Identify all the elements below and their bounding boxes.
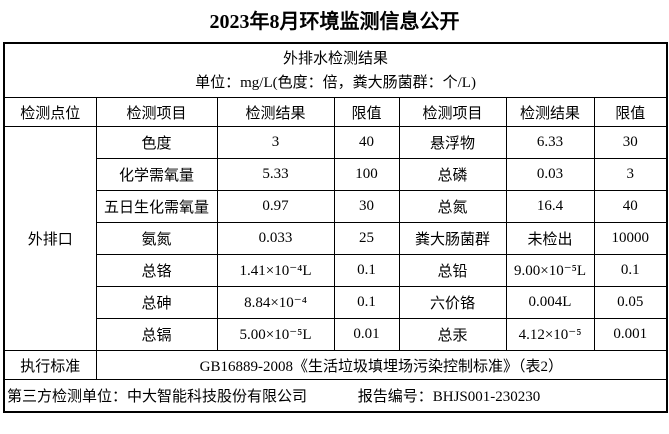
limit-cell: 40 (333, 126, 400, 159)
footer-row: 第三方检测单位：中大智能科技股份有限公司 报告编号：BHJS001-230230 (3, 379, 668, 413)
limit-cell: 10000 (593, 222, 668, 255)
item-cell: 总铬 (95, 254, 218, 287)
report-number: 报告编号：BHJS001-230230 (357, 389, 541, 405)
result-cell: 1.41×10⁻⁴L (216, 254, 335, 287)
table-row: 总铬 1.41×10⁻⁴L 0.1 总铅 9.00×10⁻⁵L 0.1 (4, 254, 668, 287)
table-row: 外排口 色度 3 40 悬浮物 6.33 30 (3, 126, 668, 351)
limit-cell: 100 (333, 158, 400, 191)
standard-row: 执行标准 GB16889-2008《生活垃圾填埋场污染控制标准》（表2） (3, 350, 668, 380)
table-subheader-cell: 外排水检测结果 单位：mg/L(色度：倍，粪大肠菌群：个/L) (3, 42, 668, 98)
footer-cell: 第三方检测单位：中大智能科技股份有限公司 报告编号：BHJS001-230230 (3, 379, 668, 413)
monitoring-table: 外排水检测结果 单位：mg/L(色度：倍，粪大肠菌群：个/L) 检测点位 检测项… (3, 42, 669, 413)
header-item-right: 检测项目 (398, 97, 507, 127)
result-cell: 0.03 (505, 158, 595, 191)
third-party-agency: 第三方检测单位：中大智能科技股份有限公司 (7, 389, 308, 405)
result-cell: 5.00×10⁻⁵L (216, 318, 335, 351)
item-cell: 氨氮 (95, 222, 218, 255)
result-cell: 0.97 (216, 190, 335, 223)
result-cell: 9.00×10⁻⁵L (505, 254, 595, 287)
limit-cell: 40 (593, 190, 668, 223)
item-cell: 悬浮物 (398, 126, 507, 159)
limit-cell: 0.1 (593, 254, 668, 287)
table-row: 五日生化需氧量 0.97 30 总氮 16.4 40 (4, 190, 668, 223)
item-cell: 总磷 (398, 158, 507, 191)
table-subtitle: 外排水检测结果 (283, 50, 389, 67)
result-cell: 6.33 (505, 126, 595, 159)
header-item-left: 检测项目 (95, 97, 218, 127)
standard-label: 执行标准 (3, 350, 97, 380)
header-site: 检测点位 (3, 97, 97, 127)
limit-cell: 0.001 (593, 318, 668, 351)
item-cell: 化学需氧量 (95, 158, 218, 191)
header-result-left: 检测结果 (216, 97, 335, 127)
item-cell: 总镉 (95, 318, 218, 351)
item-cell: 总砷 (95, 286, 218, 319)
item-cell: 六价铬 (398, 286, 507, 319)
limit-cell: 30 (333, 190, 400, 223)
table-subheader-row: 外排水检测结果 单位：mg/L(色度：倍，粪大肠菌群：个/L) (3, 42, 668, 98)
table-row: 总镉 5.00×10⁻⁵L 0.01 总汞 4.12×10⁻⁵ 0.001 (4, 318, 668, 351)
limit-cell: 0.1 (333, 286, 400, 319)
table-row: 总砷 8.84×10⁻⁴ 0.1 六价铬 0.004L 0.05 (4, 286, 668, 319)
result-cell: 8.84×10⁻⁴ (216, 286, 335, 319)
limit-cell: 0.01 (333, 318, 400, 351)
limit-cell: 0.1 (333, 254, 400, 287)
item-cell: 总汞 (398, 318, 507, 351)
table-row: 氨氮 0.033 25 粪大肠菌群 未检出 10000 (4, 222, 668, 255)
header-limit-right: 限值 (593, 97, 668, 127)
limit-cell: 30 (593, 126, 668, 159)
header-result-right: 检测结果 (505, 97, 595, 127)
result-cell: 16.4 (505, 190, 595, 223)
result-cell: 未检出 (505, 222, 595, 255)
item-cell: 五日生化需氧量 (95, 190, 218, 223)
site-cell: 外排口 (3, 126, 97, 351)
result-cell: 4.12×10⁻⁵ (505, 318, 595, 351)
standard-value: GB16889-2008《生活垃圾填埋场污染控制标准》（表2） (95, 350, 668, 380)
limit-cell: 0.05 (593, 286, 668, 319)
item-cell: 总铅 (398, 254, 507, 287)
item-cell: 色度 (95, 126, 218, 159)
header-limit-left: 限值 (333, 97, 400, 127)
result-cell: 5.33 (216, 158, 335, 191)
result-cell: 3 (216, 126, 335, 159)
result-cell: 0.004L (505, 286, 595, 319)
item-cell: 粪大肠菌群 (398, 222, 507, 255)
table-row: 化学需氧量 5.33 100 总磷 0.03 3 (4, 158, 668, 191)
limit-cell: 3 (593, 158, 668, 191)
table-units: 单位：mg/L(色度：倍，粪大肠菌群：个/L) (195, 74, 476, 91)
table-header-row: 检测点位 检测项目 检测结果 限值 检测项目 检测结果 限值 (3, 97, 668, 127)
page-title: 2023年8月环境监测信息公开 (209, 11, 460, 33)
limit-cell: 25 (333, 222, 400, 255)
result-cell: 0.033 (216, 222, 335, 255)
item-cell: 总氮 (398, 190, 507, 223)
